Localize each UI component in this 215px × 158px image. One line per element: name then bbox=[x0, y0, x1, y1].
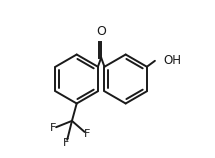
Text: F: F bbox=[50, 124, 56, 134]
Text: F: F bbox=[84, 129, 90, 139]
Text: OH: OH bbox=[164, 54, 182, 67]
Text: F: F bbox=[63, 138, 70, 148]
Text: O: O bbox=[96, 25, 106, 38]
